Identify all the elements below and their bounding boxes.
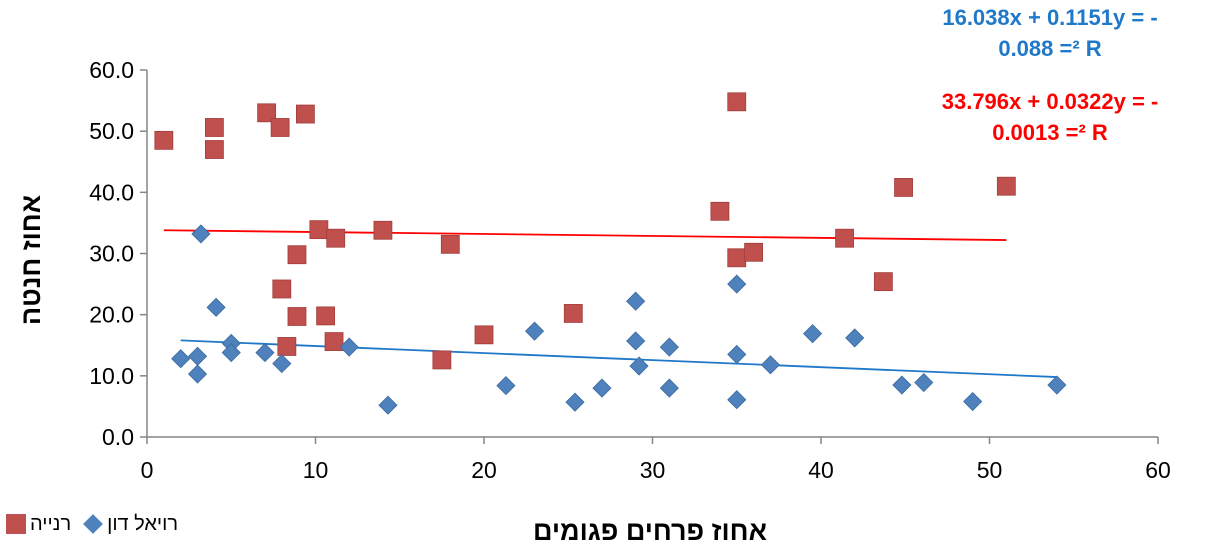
y-tick-label: 60.0 — [89, 57, 134, 83]
r-squared-line: 0.0013 =² R — [992, 120, 1108, 145]
legend-item-ranie: רנייה — [6, 513, 71, 536]
square-icon — [6, 514, 26, 534]
diamond-point — [496, 376, 516, 396]
diamond-point — [963, 391, 983, 412]
square-point — [316, 306, 336, 326]
square-point — [154, 130, 174, 150]
square-point — [272, 279, 292, 299]
diamond-point — [892, 375, 912, 395]
x-tick-label: 40 — [808, 457, 834, 483]
square-point — [474, 325, 494, 345]
y-tick-label: 30.0 — [89, 241, 134, 267]
x-tick-label: 30 — [640, 457, 666, 483]
legend-item-royal-don: רויאל דון — [83, 513, 178, 536]
x-tick-label: 10 — [303, 457, 329, 483]
square-point — [996, 176, 1016, 196]
legend: רויאל דון רנייה — [6, 510, 178, 538]
square-point — [710, 201, 730, 221]
diamond-point — [626, 291, 646, 311]
diamond-point — [803, 324, 823, 344]
diamond-point — [565, 392, 585, 412]
diamond-point — [629, 356, 649, 376]
diamond-icon — [83, 514, 104, 534]
diamond-point — [272, 354, 292, 374]
y-axis-label: אחוז חנטה — [16, 195, 46, 325]
square-point — [873, 272, 893, 292]
trendline-0 — [180, 339, 1057, 378]
x-tick-label: 50 — [977, 457, 1003, 483]
r-squared-line: 0.088 =² R — [998, 36, 1102, 61]
y-tick-label: 40.0 — [89, 179, 134, 205]
square-point — [894, 178, 913, 197]
square-point — [373, 220, 393, 240]
x-axis-label: אחוז פרחים פגומים — [533, 516, 767, 546]
square-point — [204, 140, 224, 159]
legend-label: רנייה — [30, 512, 72, 535]
x-tick-label: 0 — [141, 457, 154, 483]
square-point — [835, 228, 854, 248]
square-point — [440, 234, 460, 254]
diamond-point — [727, 344, 747, 364]
diamond-point — [187, 346, 208, 366]
diamond-point — [339, 337, 359, 357]
diamond-point — [255, 343, 275, 363]
diamond-point — [221, 343, 241, 363]
y-tick-label: 20.0 — [89, 302, 134, 328]
axes: 0.0 10.0 20.0 30.0 40.0 50.0 60.0 0 10 20 30 40 50 60 — [89, 57, 1171, 483]
legend-label: רויאל דון — [107, 512, 178, 535]
square-point — [744, 242, 763, 262]
diamond-point — [845, 328, 865, 348]
trendline-equation-royal-don: 16.038x + 0.1151y = - 0.088 =² R — [900, 2, 1200, 64]
diamond-point — [206, 297, 226, 317]
y-tick-label: 50.0 — [89, 118, 134, 144]
trendline-1 — [163, 229, 1007, 241]
diamond-point — [659, 378, 679, 398]
diamond-point — [187, 364, 208, 384]
x-tick-label: 20 — [471, 457, 497, 483]
data-markers — [154, 92, 1067, 415]
diamond-point — [727, 390, 747, 410]
square-point — [563, 304, 583, 323]
diamond-point — [378, 395, 398, 415]
square-point — [309, 220, 329, 240]
diamond-point — [592, 378, 612, 398]
square-point — [326, 228, 346, 248]
diamond-point — [1047, 375, 1067, 395]
diamond-point — [171, 349, 191, 369]
square-point — [277, 337, 297, 356]
diamond-point — [191, 224, 211, 244]
square-point — [727, 248, 747, 268]
square-point — [727, 92, 747, 112]
equation-line: 33.796x + 0.0322y = - — [941, 89, 1159, 114]
square-point — [204, 118, 224, 137]
square-point — [295, 104, 315, 124]
square-point — [324, 332, 344, 351]
square-point — [287, 307, 307, 326]
y-tick-label: 10.0 — [89, 363, 134, 389]
square-point — [432, 350, 452, 370]
diamond-point — [626, 331, 646, 351]
diamond-point — [524, 321, 545, 341]
y-tick-label: 0.0 — [102, 424, 134, 450]
diamond-point — [659, 337, 679, 357]
diamond-point — [727, 274, 747, 294]
square-point — [287, 245, 307, 265]
equation-line: 16.038x + 0.1151y = - — [942, 5, 1158, 30]
trendline-equation-ranie: 33.796x + 0.0322y = - 0.0013 =² R — [900, 86, 1200, 148]
diamond-point — [760, 355, 781, 375]
square-point — [270, 118, 290, 137]
diamond-point — [914, 372, 934, 393]
square-point — [257, 103, 277, 123]
x-tick-label: 60 — [1145, 457, 1171, 483]
